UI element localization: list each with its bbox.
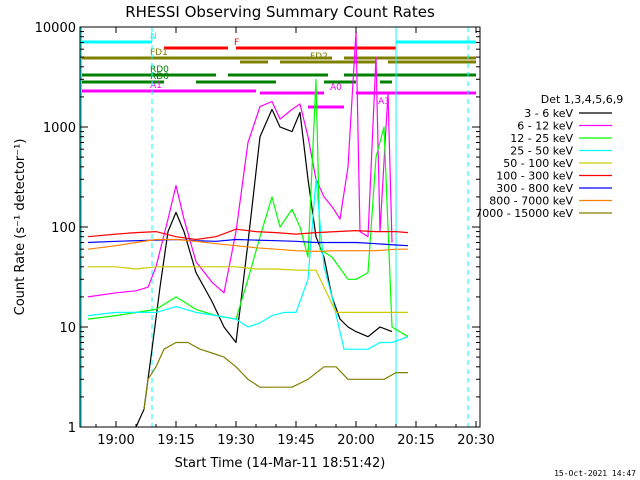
series-line-5 xyxy=(87,228,409,241)
y-tick-label: 1000 xyxy=(43,121,76,136)
chart-title: RHESSI Observing Summary Count Rates xyxy=(125,3,435,21)
legend-label: 50 - 100 keV xyxy=(503,157,573,170)
y-axis-label: Count Rate (s⁻¹ detector⁻¹) xyxy=(13,139,28,316)
series-lines xyxy=(87,31,409,428)
series-line-7 xyxy=(87,238,408,252)
series-line-0 xyxy=(135,108,393,428)
y-tick-label: 10 xyxy=(59,321,76,336)
x-tick-label: 20:00 xyxy=(337,433,374,448)
series-line-4 xyxy=(88,266,408,313)
flag-label-a1: A1 xyxy=(150,81,162,91)
flag-label-fd1: FD1 xyxy=(150,48,168,58)
flag-label-fd2: FD2 xyxy=(310,52,328,62)
series-line-3 xyxy=(87,178,409,350)
legend-label: 7000 - 15000 keV xyxy=(475,207,573,220)
x-tick-label: 19:45 xyxy=(277,433,314,448)
x-axis-ticks: 19:00 19:15 19:30 19:45 20:00 20:15 20:30 xyxy=(95,27,495,448)
y-tick-label: 10000 xyxy=(35,21,76,36)
flag-label-rd0: RD0 xyxy=(150,65,169,75)
x-tick-label: 20:30 xyxy=(457,433,494,448)
x-tick-label: 20:15 xyxy=(397,433,434,448)
y-axis-ticks: 1 10 100 1000 10000 xyxy=(35,21,480,436)
flag-label-f: F xyxy=(234,38,239,48)
x-tick-label: 19:00 xyxy=(97,433,134,448)
legend-label: 25 - 50 keV xyxy=(510,145,573,158)
series-line-2 xyxy=(87,78,409,338)
x-tick-label: 19:15 xyxy=(157,433,194,448)
x-axis-label: Start Time (14-Mar-11 18:51:42) xyxy=(175,456,386,471)
series-line-8 xyxy=(143,341,408,410)
flag-label-rd6: RD6 xyxy=(150,72,169,82)
legend-label: 12 - 25 keV xyxy=(510,132,573,145)
flag-label-n: N xyxy=(150,32,157,42)
legend-label: 6 - 12 keV xyxy=(517,120,573,133)
flag-label-a0: A0 xyxy=(330,83,342,93)
y-tick-label: 1 xyxy=(68,421,76,436)
legend-header: Det 1,3,4,5,6,9 xyxy=(541,93,624,106)
y-tick-label: 100 xyxy=(51,221,76,236)
date-stamp: 15-Oct-2021 14:47 xyxy=(554,469,636,478)
legend-label: 3 - 6 keV xyxy=(524,107,573,120)
legend-label: 800 - 7000 keV xyxy=(489,195,573,208)
x-tick-label: 19:30 xyxy=(217,433,254,448)
legend-label: 300 - 800 keV xyxy=(496,182,573,195)
legend-label: 100 - 300 keV xyxy=(496,170,573,183)
flag-label-a3: A3 xyxy=(378,97,390,107)
series-line-1 xyxy=(87,31,393,298)
